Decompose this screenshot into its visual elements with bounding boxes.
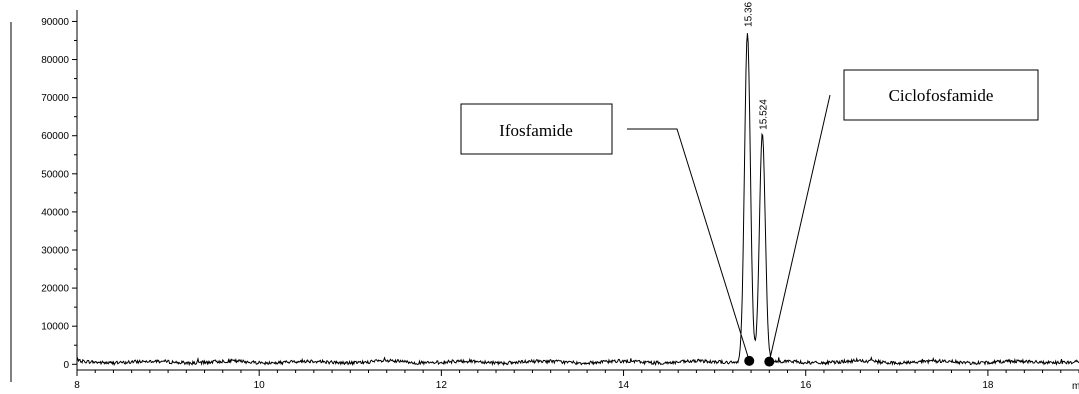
ciclofosfamide-peak-marker [764, 356, 775, 367]
y-tick-label: 0 [63, 360, 69, 371]
ciclofosfamide-label: Ciclofosfamide [889, 86, 994, 105]
y-axis: 0 10000 20000 30000 40000 50000 60000 70000 8000… [41, 10, 78, 371]
y-tick-label: 90000 [41, 17, 69, 28]
ifosfamide-label-box [460, 103, 613, 155]
y-tick-label: 30000 [41, 246, 69, 257]
signal-trace [76, 33, 1079, 367]
ciclofosfamide-callout: Ciclofosfamide [843, 69, 1039, 121]
ifosfamide-callout: Ifosfamide [460, 103, 613, 155]
x-tick-label: 18 [982, 380, 994, 391]
peak-label: 15.36 [743, 1, 754, 26]
y-tick-label: 50000 [41, 169, 69, 180]
ciclofosfamide-leader-line [768, 94, 831, 362]
x-tick-label: 12 [436, 380, 448, 391]
ifosfamide-peak-marker [744, 355, 755, 366]
x-axis-unit-label: m [1072, 381, 1079, 392]
ifosfamide-label: Ifosfamide [499, 121, 573, 140]
x-tick-label: 14 [618, 380, 630, 391]
y-tick-label: 40000 [41, 207, 69, 218]
y-tick-label: 80000 [41, 55, 69, 66]
y-tick-label: 10000 [41, 322, 69, 333]
y-tick-label: 70000 [41, 93, 69, 104]
x-axis: 8 10 12 14 16 18 m [74, 369, 1079, 392]
x-tick-label: 8 [74, 380, 80, 391]
ciclofosfamide-label-box [843, 69, 1039, 121]
y-tick-label: 20000 [41, 284, 69, 295]
x-tick-label: 10 [254, 380, 266, 391]
peak-label: 15.524 [758, 99, 769, 130]
y-tick-label: 60000 [41, 131, 69, 142]
ifosfamide-leader-line [627, 128, 750, 362]
x-tick-label: 16 [800, 380, 812, 391]
